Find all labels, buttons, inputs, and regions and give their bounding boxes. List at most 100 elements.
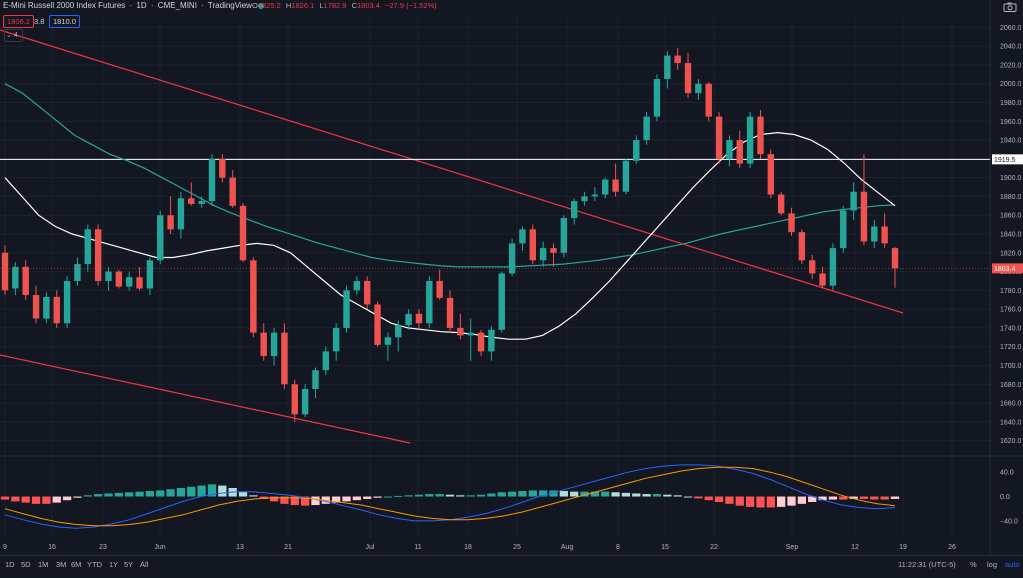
osc-histogram-bar xyxy=(414,494,424,497)
osc-histogram-bar xyxy=(62,496,72,501)
candle-body xyxy=(715,116,723,159)
hline-price-label: 1919.5 xyxy=(994,157,1016,164)
osc-histogram-bar xyxy=(570,491,579,497)
candle-body xyxy=(250,260,257,333)
candle-body xyxy=(291,384,298,415)
osc-histogram-bar xyxy=(166,489,175,497)
timeframe-all[interactable]: All xyxy=(140,560,149,569)
camera-icon[interactable] xyxy=(1003,2,1017,12)
price-tick-label: 2060.0 xyxy=(1000,25,1022,32)
osc-histogram-bar xyxy=(114,492,123,497)
osc-histogram-bar xyxy=(83,495,92,497)
osc-histogram-bar xyxy=(694,496,703,499)
candle-body xyxy=(840,210,847,249)
osc-histogram-bar xyxy=(300,496,310,506)
osc-histogram-bar xyxy=(445,494,455,497)
clock-label[interactable]: 11:22:31 (UTC-5) xyxy=(898,560,956,569)
log-toggle[interactable]: log xyxy=(987,560,998,569)
osc-histogram-bar xyxy=(249,495,258,497)
collapse-indicators-button[interactable]: ⌄ 4 xyxy=(4,29,23,42)
price-tick-label: 1760.0 xyxy=(1000,307,1022,314)
candle-body xyxy=(622,160,630,192)
osc-histogram-bar xyxy=(528,490,537,497)
timeframe-6m[interactable]: 6M xyxy=(71,560,82,569)
candle-body xyxy=(860,191,868,242)
high-label: H xyxy=(285,1,292,10)
osc-histogram-bar xyxy=(11,496,20,502)
time-tick-label: 12 xyxy=(851,544,859,551)
candle-body xyxy=(74,264,81,281)
symbol-title[interactable]: E-Mini Russell 2000 Index Futures xyxy=(3,1,126,10)
time-tick-label: 16 xyxy=(48,544,56,551)
candle-body xyxy=(519,229,526,244)
time-tick-label: Jul xyxy=(366,544,375,551)
candle-body xyxy=(188,198,195,204)
candle-body xyxy=(374,304,381,345)
price-tick-label: 1740.0 xyxy=(1000,325,1022,332)
buy-price-button[interactable]: 1810.0 xyxy=(49,15,80,28)
timeframe-1d[interactable]: 1D xyxy=(5,560,15,569)
auto-scale-toggle[interactable]: auto xyxy=(1005,560,1020,569)
time-tick-label: 8 xyxy=(616,544,620,551)
time-tick-label: 26 xyxy=(948,544,956,551)
osc-histogram-bar xyxy=(435,494,444,497)
time-tick-label: 19 xyxy=(899,544,907,551)
time-tick-label: 11 xyxy=(414,544,421,551)
osc-histogram-bar xyxy=(197,485,206,497)
candle-body xyxy=(477,332,485,352)
candle-body xyxy=(1,252,9,291)
candle-body xyxy=(767,154,775,195)
candle-body xyxy=(581,196,588,202)
osc-histogram-bar xyxy=(714,496,724,502)
timeframe-ytd[interactable]: YTD xyxy=(87,560,102,569)
candle-body xyxy=(167,215,174,230)
candle-body xyxy=(208,158,216,202)
interval-label[interactable]: 1D xyxy=(136,1,147,10)
candle-body xyxy=(498,273,505,330)
candle-body xyxy=(22,266,29,296)
timeframe-3m[interactable]: 3M xyxy=(56,560,67,569)
candle-body xyxy=(281,332,288,385)
candle-body xyxy=(508,243,516,274)
candle-body xyxy=(115,271,123,287)
open-label: O xyxy=(252,1,258,10)
candle-body xyxy=(467,332,474,336)
candle-body xyxy=(446,297,454,328)
close-value: 1803.4 xyxy=(357,1,380,10)
osc-histogram-bar xyxy=(539,490,548,497)
change-value: −27.9 (−1.52%) xyxy=(385,1,437,10)
osc-histogram-bar xyxy=(466,495,475,497)
candle-body xyxy=(881,226,888,244)
osc-histogram-bar xyxy=(332,496,341,503)
timeframe-1m[interactable]: 1M xyxy=(38,560,49,569)
indicator-count: 4 xyxy=(13,32,18,39)
osc-histogram-bar xyxy=(890,496,900,499)
timeframe-1y[interactable]: 1Y xyxy=(109,560,119,569)
time-tick-label: Aug xyxy=(561,544,574,551)
current-price-label: 1803.4 xyxy=(994,266,1016,273)
osc-histogram-bar xyxy=(207,484,217,497)
timeframe-5y[interactable]: 5Y xyxy=(124,560,134,569)
osc-histogram-bar xyxy=(818,496,827,501)
osc-histogram-bar xyxy=(601,491,610,497)
symbol-header[interactable]: E-Mini Russell 2000 Index Futures · 1D ·… xyxy=(3,1,267,10)
candle-body xyxy=(136,277,143,289)
percent-toggle[interactable]: % xyxy=(970,560,977,569)
candle-body xyxy=(157,215,164,261)
candle-body xyxy=(239,205,247,261)
ohlc-legend: O1825.2 H1826.1 L1782.9 C1803.4 −27.9 (−… xyxy=(252,1,440,10)
candle-body xyxy=(312,370,319,389)
candle-body xyxy=(891,248,899,269)
sell-price-button[interactable]: 1806.2 xyxy=(3,15,34,28)
candle-body xyxy=(798,232,806,261)
timeframe-5d[interactable]: 5D xyxy=(21,560,31,569)
osc-tick-label: −40.0 xyxy=(1000,518,1018,525)
candle-body xyxy=(633,140,640,161)
market-status-icon[interactable] xyxy=(258,2,265,9)
price-tick-label: 2000.0 xyxy=(1000,81,1022,88)
price-tick-label: 1720.0 xyxy=(1000,344,1022,351)
candle-body xyxy=(850,191,857,211)
osc-histogram-bar xyxy=(311,496,320,506)
